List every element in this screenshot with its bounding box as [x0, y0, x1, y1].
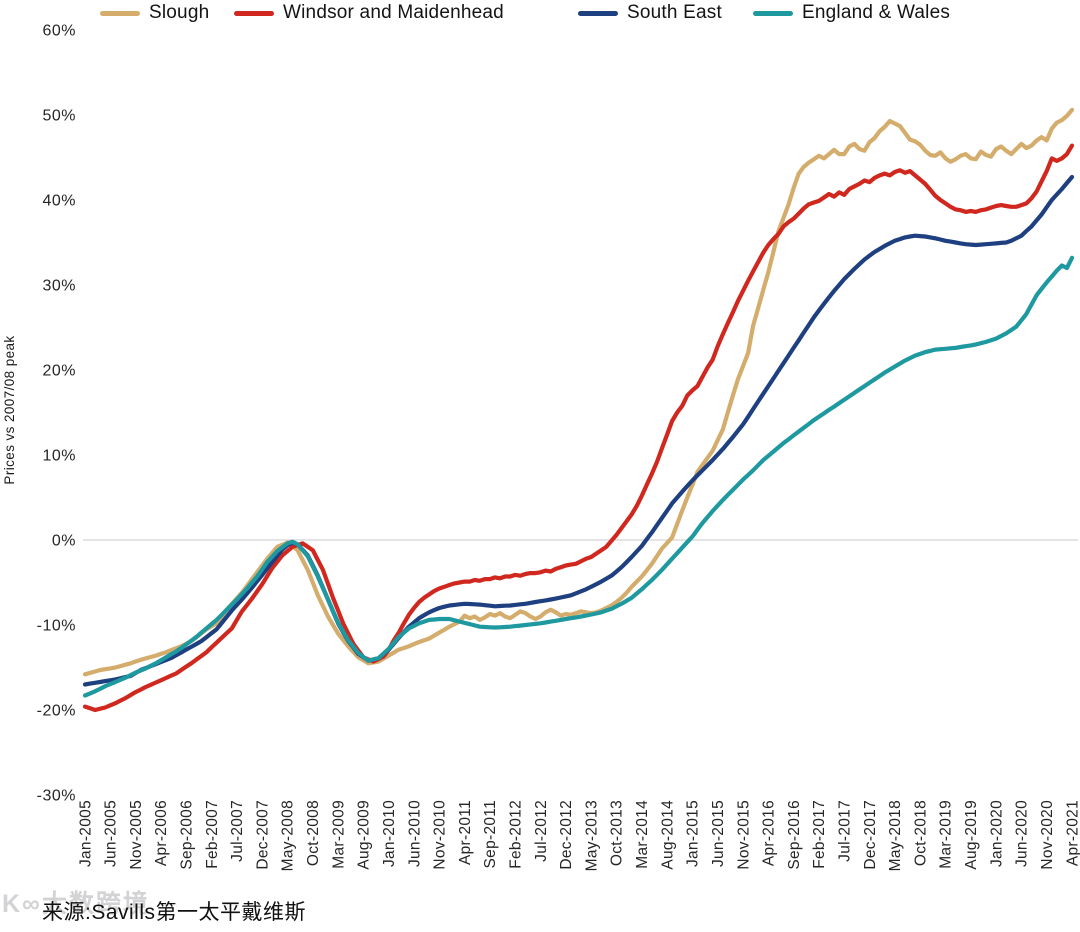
x-tick-label: Jun-2015 — [710, 800, 727, 867]
x-tick-label: Apr-2011 — [457, 800, 474, 865]
x-tick-label: May-2013 — [583, 800, 600, 871]
x-tick-label: Feb-2012 — [508, 800, 525, 869]
x-tick-label: Jan-2005 — [77, 800, 94, 867]
x-tick-label: Dec-2007 — [254, 800, 271, 870]
x-tick-label: Jun-2005 — [103, 800, 120, 867]
x-tick-label: Apr-2006 — [153, 800, 170, 866]
x-tick-label: Apr-2016 — [761, 800, 778, 866]
x-tick-label: Mar-2009 — [330, 800, 347, 869]
series-line-south-east — [82, 174, 1075, 687]
legend-label: South East — [627, 2, 722, 23]
y-tick-label: 0% — [52, 533, 76, 550]
legend-label: Slough — [149, 2, 210, 23]
x-tick-label: Mar-2019 — [938, 800, 955, 869]
x-tick-label: Jan-2015 — [685, 800, 702, 867]
x-tick-label: Feb-2007 — [204, 800, 221, 869]
legend-item-south-east: South East — [578, 2, 722, 24]
site-watermark: K∞大数跨境 — [2, 890, 150, 918]
x-tick-label: Jan-2010 — [381, 800, 398, 867]
y-tick-label: 10% — [42, 448, 76, 465]
x-tick-label: Sep-2016 — [786, 800, 803, 870]
y-tick-label: 40% — [42, 193, 76, 210]
x-tick-label: Jul-2007 — [229, 800, 246, 862]
legend-swatch-icon — [234, 10, 274, 16]
legend-label: England & Wales — [802, 2, 951, 23]
x-tick-label: Jun-2010 — [406, 800, 423, 867]
x-tick-label: Oct-2008 — [305, 800, 322, 866]
y-tick-label: -20% — [37, 703, 76, 720]
y-axis-title: Prices vs 2007/08 peak — [2, 335, 17, 484]
legend-item-slough: Slough — [100, 2, 209, 24]
x-tick-label: Jul-2012 — [533, 800, 550, 862]
x-tick-label: Jul-2017 — [837, 800, 854, 862]
legend-item-windsor-and-maidenhead: Windsor and Maidenhead — [234, 2, 504, 24]
x-tick-label: Jun-2020 — [1014, 800, 1031, 867]
series-line-england-wales — [82, 255, 1075, 698]
y-tick-label: 50% — [42, 108, 76, 125]
x-tick-label: Sep-2011 — [482, 800, 499, 868]
y-tick-label: 30% — [42, 278, 76, 295]
x-tick-label: Dec-2017 — [862, 800, 879, 870]
x-tick-label: Aug-2009 — [356, 800, 373, 870]
legend-swatch-icon — [100, 10, 140, 16]
x-tick-label: Oct-2018 — [912, 800, 929, 866]
x-tick-label: Feb-2017 — [811, 800, 828, 869]
source-attribution: 来源:Savills第一太平戴维斯 — [42, 901, 307, 924]
y-tick-label: 20% — [42, 363, 76, 380]
x-tick-label: May-2008 — [280, 800, 297, 871]
x-tick-label: Aug-2014 — [659, 800, 676, 870]
y-tick-label: -10% — [37, 618, 76, 635]
x-tick-label: Nov-2005 — [128, 800, 145, 870]
legend-item-england-wales: England & Wales — [753, 2, 950, 24]
x-tick-label: Aug-2019 — [963, 800, 980, 870]
x-tick-label: Sep-2006 — [179, 800, 196, 870]
x-tick-label: Jan-2020 — [988, 800, 1005, 867]
chart-legend: Slough Windsor and Maidenhead South East En… — [0, 0, 1080, 26]
x-tick-label: Apr-2021 — [1064, 800, 1080, 866]
x-tick-label: Mar-2014 — [634, 800, 651, 869]
legend-swatch-icon — [753, 10, 793, 16]
y-tick-label: -30% — [37, 788, 76, 805]
x-tick-label: Nov-2010 — [432, 800, 449, 870]
x-tick-label: May-2018 — [887, 800, 904, 871]
x-tick-label: Oct-2013 — [609, 800, 626, 866]
legend-swatch-icon — [578, 10, 618, 16]
series-line-windsor-and-maidenhead — [82, 143, 1075, 713]
x-tick-label: Nov-2015 — [735, 800, 752, 870]
x-tick-label: Dec-2012 — [558, 800, 575, 870]
y-tick-label: 60% — [42, 23, 76, 40]
series-line-slough — [82, 107, 1075, 677]
x-tick-label: Nov-2020 — [1039, 800, 1056, 870]
legend-label: Windsor and Maidenhead — [283, 2, 504, 23]
